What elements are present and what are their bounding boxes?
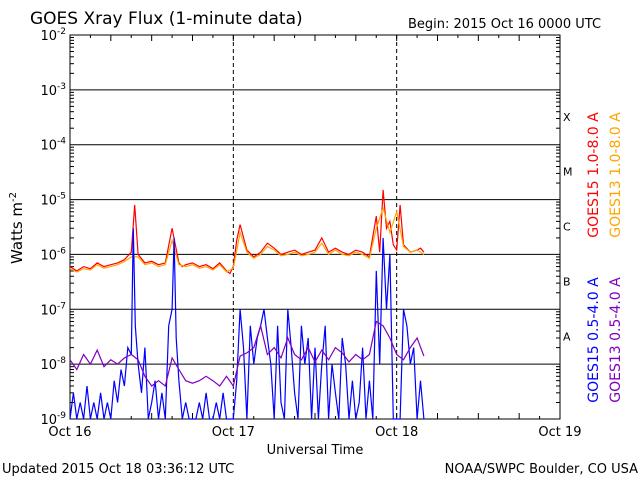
flare-class-label: M <box>563 166 573 179</box>
y-tick-exp: -2 <box>57 27 66 37</box>
legend: GOES15 1.0-8.0 A GOES13 1.0-8.0 A GOES15 0… <box>586 112 624 403</box>
series-line-0 <box>69 189 425 275</box>
x-tick-label: Oct 19 <box>538 425 581 440</box>
y-tick-exp: -8 <box>57 356 66 366</box>
x-tick-labels: Oct 16 Oct 17 Oct 18 Oct 19 <box>48 425 581 440</box>
y-tick-base: 10 <box>40 303 57 318</box>
y-axis-label: Watts m-2 <box>8 192 26 264</box>
y-tick-label: 10-7 <box>40 301 66 318</box>
y-tick-base: 10 <box>40 248 57 263</box>
x-tick-label: Oct 18 <box>375 425 418 440</box>
y-tick-base: 10 <box>40 84 57 99</box>
flare-class-label: B <box>563 275 571 288</box>
y-tick-exp: -9 <box>57 411 66 421</box>
y-tick-label: 10-2 <box>40 27 66 44</box>
flare-class-label: C <box>563 221 571 234</box>
x-tick-label: Oct 17 <box>212 425 255 440</box>
series-lines <box>69 189 425 420</box>
y-tick-exp: -4 <box>57 137 66 147</box>
flare-class-label: A <box>563 330 571 343</box>
y-tick-label: 10-4 <box>40 137 66 154</box>
y-tick-base: 10 <box>40 139 57 154</box>
flare-class-labels: X M C B A <box>563 111 573 343</box>
legend-entry-1: GOES13 1.0-8.0 A <box>608 112 624 238</box>
y-tick-exp: -7 <box>57 301 66 311</box>
y-tick-base: 10 <box>40 358 57 373</box>
credit-label: NOAA/SWPC Boulder, CO USA <box>445 462 638 477</box>
begin-label: Begin: 2015 Oct 16 0000 UTC <box>408 17 601 32</box>
legend-entry-0: GOES15 1.0-8.0 A <box>586 112 602 238</box>
y-axis-label-sup: -2 <box>8 192 19 202</box>
y-tick-base: 10 <box>40 413 57 428</box>
y-tick-label: 10-8 <box>40 356 66 373</box>
legend-entry-3: GOES13 0.5-4.0 A <box>608 277 624 403</box>
y-tick-base: 10 <box>40 194 57 209</box>
y-tick-label: 10-9 <box>40 411 66 428</box>
flare-class-label: X <box>563 111 571 124</box>
y-tick-exp: -6 <box>57 246 66 256</box>
y-tick-label: 10-6 <box>40 246 66 263</box>
y-axis-label-text: Watts m <box>8 202 26 264</box>
y-tick-exp: -5 <box>57 192 66 202</box>
y-tick-label: 10-3 <box>40 82 66 99</box>
horizontal-gridlines <box>70 37 560 403</box>
x-axis-label: Universal Time <box>267 443 364 458</box>
y-tick-label: 10-5 <box>40 192 66 209</box>
y-tick-exp: -3 <box>57 82 66 92</box>
y-tick-base: 10 <box>40 29 57 44</box>
chart-title: GOES Xray Flux (1-minute data) <box>30 9 303 29</box>
x-tick-label: Oct 16 <box>48 425 91 440</box>
series-line-2 <box>69 228 425 420</box>
plot-area <box>69 34 561 420</box>
series-line-3 <box>69 320 425 388</box>
legend-entry-2: GOES15 0.5-4.0 A <box>586 277 602 403</box>
y-tick-labels: 10-210-310-410-510-610-710-810-9 <box>40 27 66 428</box>
series-line-1 <box>69 206 425 273</box>
updated-timestamp: Updated 2015 Oct 18 03:36:12 UTC <box>2 462 234 477</box>
